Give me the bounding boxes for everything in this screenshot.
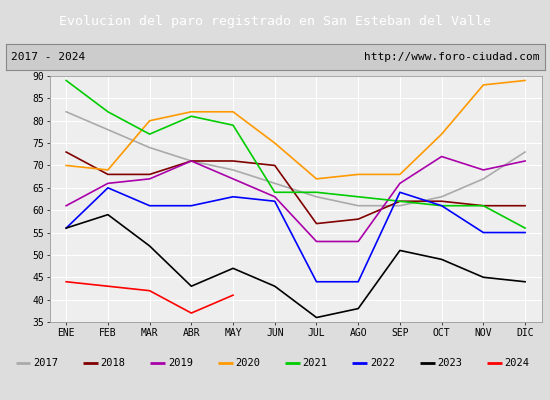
Text: 2023: 2023	[437, 358, 463, 368]
Text: 2019: 2019	[168, 358, 193, 368]
Text: 2021: 2021	[302, 358, 328, 368]
Text: 2022: 2022	[370, 358, 395, 368]
Text: 2017: 2017	[33, 358, 58, 368]
Text: 2017 - 2024: 2017 - 2024	[11, 52, 85, 62]
Text: http://www.foro-ciudad.com: http://www.foro-ciudad.com	[364, 52, 539, 62]
Text: 2018: 2018	[101, 358, 125, 368]
Text: 2024: 2024	[505, 358, 530, 368]
Text: 2020: 2020	[235, 358, 260, 368]
Text: Evolucion del paro registrado en San Esteban del Valle: Evolucion del paro registrado en San Est…	[59, 14, 491, 28]
